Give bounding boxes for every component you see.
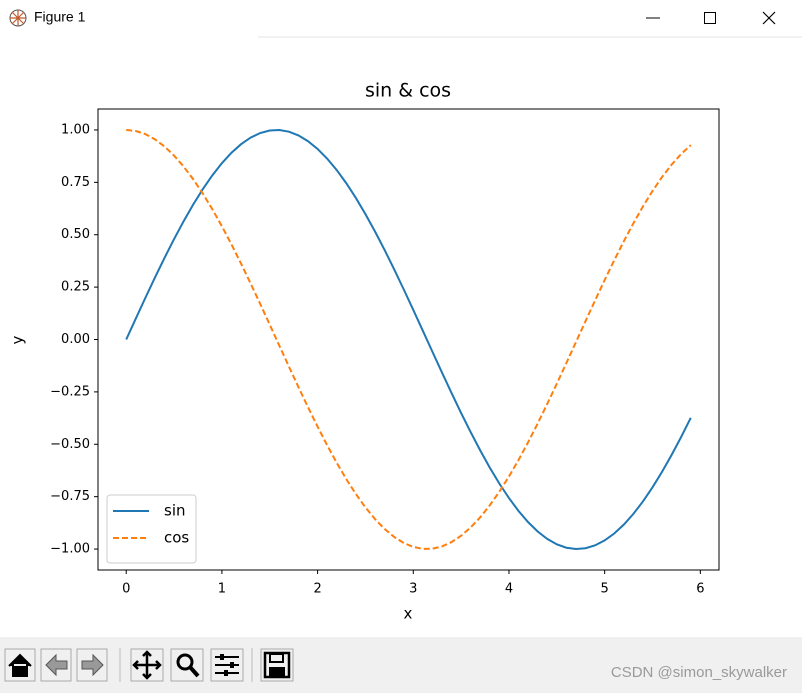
- y-tick-label: 1.00: [61, 122, 90, 137]
- forward-button[interactable]: [76, 648, 108, 682]
- x-tick-label: 6: [696, 582, 704, 597]
- y-tick-label: 0.75: [61, 175, 90, 190]
- y-tick-label: −0.50: [50, 437, 90, 452]
- zoom-button[interactable]: [170, 648, 204, 682]
- line-series: [125, 129, 692, 551]
- y-tick-label: 0.00: [61, 332, 90, 347]
- legend-label: sin: [164, 502, 186, 520]
- x-tick-label: 5: [601, 582, 609, 597]
- y-tick-label: 0.25: [61, 280, 90, 295]
- chart: sin & cos x y 1.00 0.75 0.50 0.25 0.00 −0.25 −…: [9, 80, 720, 623]
- y-axis-label: y: [9, 335, 27, 344]
- title-bar: [0, 0, 802, 37]
- plot-area: [98, 109, 719, 570]
- y-tick-label: −0.25: [50, 384, 90, 399]
- maximize-button[interactable]: [704, 12, 716, 24]
- x-axis-label: x: [404, 605, 413, 623]
- watermark: CSDN @simon_skywalker: [611, 664, 787, 681]
- line-series: [126, 128, 692, 550]
- plot-frame: [97, 108, 720, 571]
- x-tick-label: 1: [218, 582, 226, 597]
- configure-button[interactable]: [210, 648, 244, 682]
- x-tick-label: 4: [505, 582, 513, 597]
- home-button[interactable]: [4, 648, 36, 682]
- x-tick-label: 2: [313, 582, 321, 597]
- back-button[interactable]: [40, 648, 72, 682]
- pan-button[interactable]: [130, 648, 164, 682]
- window-title: Figure 1: [34, 9, 86, 25]
- app-icon: [9, 9, 27, 27]
- x-tick-label: 0: [122, 582, 130, 597]
- chart-title: sin & cos: [365, 80, 451, 102]
- y-tick-label: −1.00: [50, 542, 90, 557]
- y-tick-label: −0.75: [50, 489, 90, 504]
- save-button[interactable]: [260, 648, 294, 682]
- x-tick-label: 3: [409, 582, 417, 597]
- legend-label: cos: [164, 529, 189, 547]
- close-button[interactable]: [762, 11, 776, 25]
- y-tick-label: 0.50: [61, 227, 90, 242]
